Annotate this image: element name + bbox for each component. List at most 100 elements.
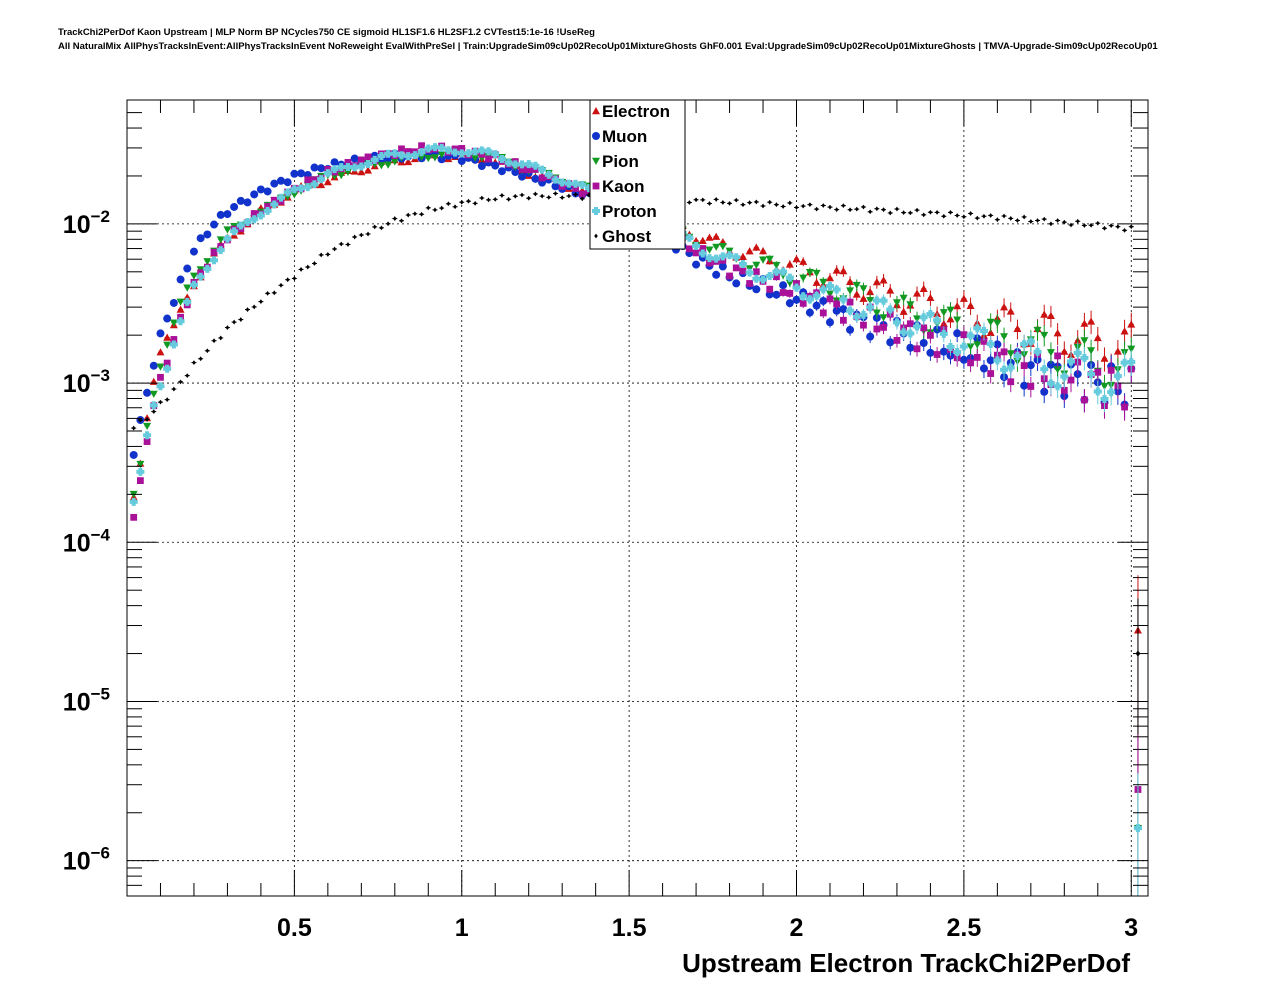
data-point xyxy=(765,255,774,263)
data-point xyxy=(721,200,725,205)
data-point xyxy=(759,247,768,255)
data-point xyxy=(183,264,192,273)
data-point xyxy=(163,333,172,341)
data-point xyxy=(788,200,792,206)
data-point xyxy=(310,163,319,172)
data-point xyxy=(270,200,279,209)
data-point xyxy=(538,165,547,174)
data-point xyxy=(572,185,579,192)
data-point xyxy=(156,329,165,338)
data-point xyxy=(714,197,718,202)
data-point xyxy=(1040,365,1049,374)
data-point xyxy=(317,175,326,184)
data-point xyxy=(279,282,283,288)
data-point xyxy=(1062,219,1067,225)
data-point xyxy=(1080,396,1088,404)
legend-label: Muon xyxy=(602,127,647,146)
data-point xyxy=(304,176,312,184)
data-point xyxy=(524,160,533,169)
data-point xyxy=(833,300,841,308)
data-point xyxy=(692,260,701,269)
data-point xyxy=(418,142,425,150)
data-point xyxy=(946,343,955,352)
data-point xyxy=(357,156,365,164)
data-point xyxy=(520,192,524,198)
data-point xyxy=(357,168,366,176)
data-point xyxy=(163,341,172,349)
data-point xyxy=(311,176,318,184)
data-point xyxy=(466,198,471,204)
data-point xyxy=(317,180,326,189)
data-point xyxy=(752,268,760,276)
data-point xyxy=(1127,358,1136,367)
data-point xyxy=(236,221,245,230)
y-tick-label: 10−4 xyxy=(63,525,111,557)
data-point xyxy=(966,343,975,351)
data-point xyxy=(163,359,171,367)
data-point xyxy=(1002,213,1006,219)
data-point xyxy=(326,252,330,257)
data-point xyxy=(752,285,761,294)
data-point xyxy=(959,342,968,351)
data-point xyxy=(766,285,774,293)
data-point xyxy=(899,307,908,315)
data-point xyxy=(953,316,962,324)
data-point xyxy=(346,242,350,247)
data-point xyxy=(741,202,745,208)
data-point xyxy=(203,230,212,239)
data-point xyxy=(935,210,939,215)
data-point xyxy=(718,252,727,261)
y-tick-label: 10−6 xyxy=(63,844,110,876)
data-point xyxy=(712,270,721,279)
data-point xyxy=(270,179,279,188)
data-point xyxy=(779,281,788,290)
data-point xyxy=(370,155,379,164)
data-point xyxy=(243,198,252,207)
data-point xyxy=(821,203,826,208)
data-point xyxy=(1000,333,1009,341)
data-point xyxy=(177,313,184,321)
data-point xyxy=(1100,354,1109,362)
data-point xyxy=(571,179,580,188)
data-point xyxy=(1127,320,1136,328)
data-point xyxy=(1000,348,1008,356)
data-point xyxy=(933,316,942,325)
data-point xyxy=(955,213,959,218)
data-point xyxy=(1060,347,1069,355)
data-point xyxy=(245,307,250,312)
data-point xyxy=(156,363,165,371)
data-point xyxy=(968,211,973,216)
data-point xyxy=(1040,387,1049,396)
x-tick-label: 0.5 xyxy=(277,914,312,942)
data-point xyxy=(712,254,721,263)
data-point xyxy=(458,145,466,152)
data-point xyxy=(511,160,520,169)
data-point xyxy=(899,328,908,337)
overflow-point-proton xyxy=(1133,773,1142,896)
data-point xyxy=(564,179,573,188)
data-point xyxy=(805,268,814,277)
data-point xyxy=(1013,351,1022,360)
data-point xyxy=(948,210,953,215)
data-point xyxy=(491,161,500,170)
data-point xyxy=(312,261,317,266)
data-point xyxy=(785,273,794,282)
data-point xyxy=(973,354,981,361)
data-point xyxy=(417,148,426,157)
data-point xyxy=(236,196,245,205)
data-point xyxy=(129,450,138,459)
legend-marker xyxy=(592,207,600,215)
data-point xyxy=(939,309,948,317)
data-point xyxy=(852,290,861,298)
data-point xyxy=(250,190,259,199)
data-point xyxy=(305,264,310,270)
data-point xyxy=(973,324,982,333)
data-point xyxy=(1080,337,1089,345)
data-point xyxy=(705,233,714,241)
data-point xyxy=(446,201,451,207)
data-point xyxy=(256,185,265,194)
data-point xyxy=(1006,350,1015,358)
data-point xyxy=(826,295,834,303)
data-point xyxy=(746,280,754,287)
data-point xyxy=(1060,386,1068,394)
